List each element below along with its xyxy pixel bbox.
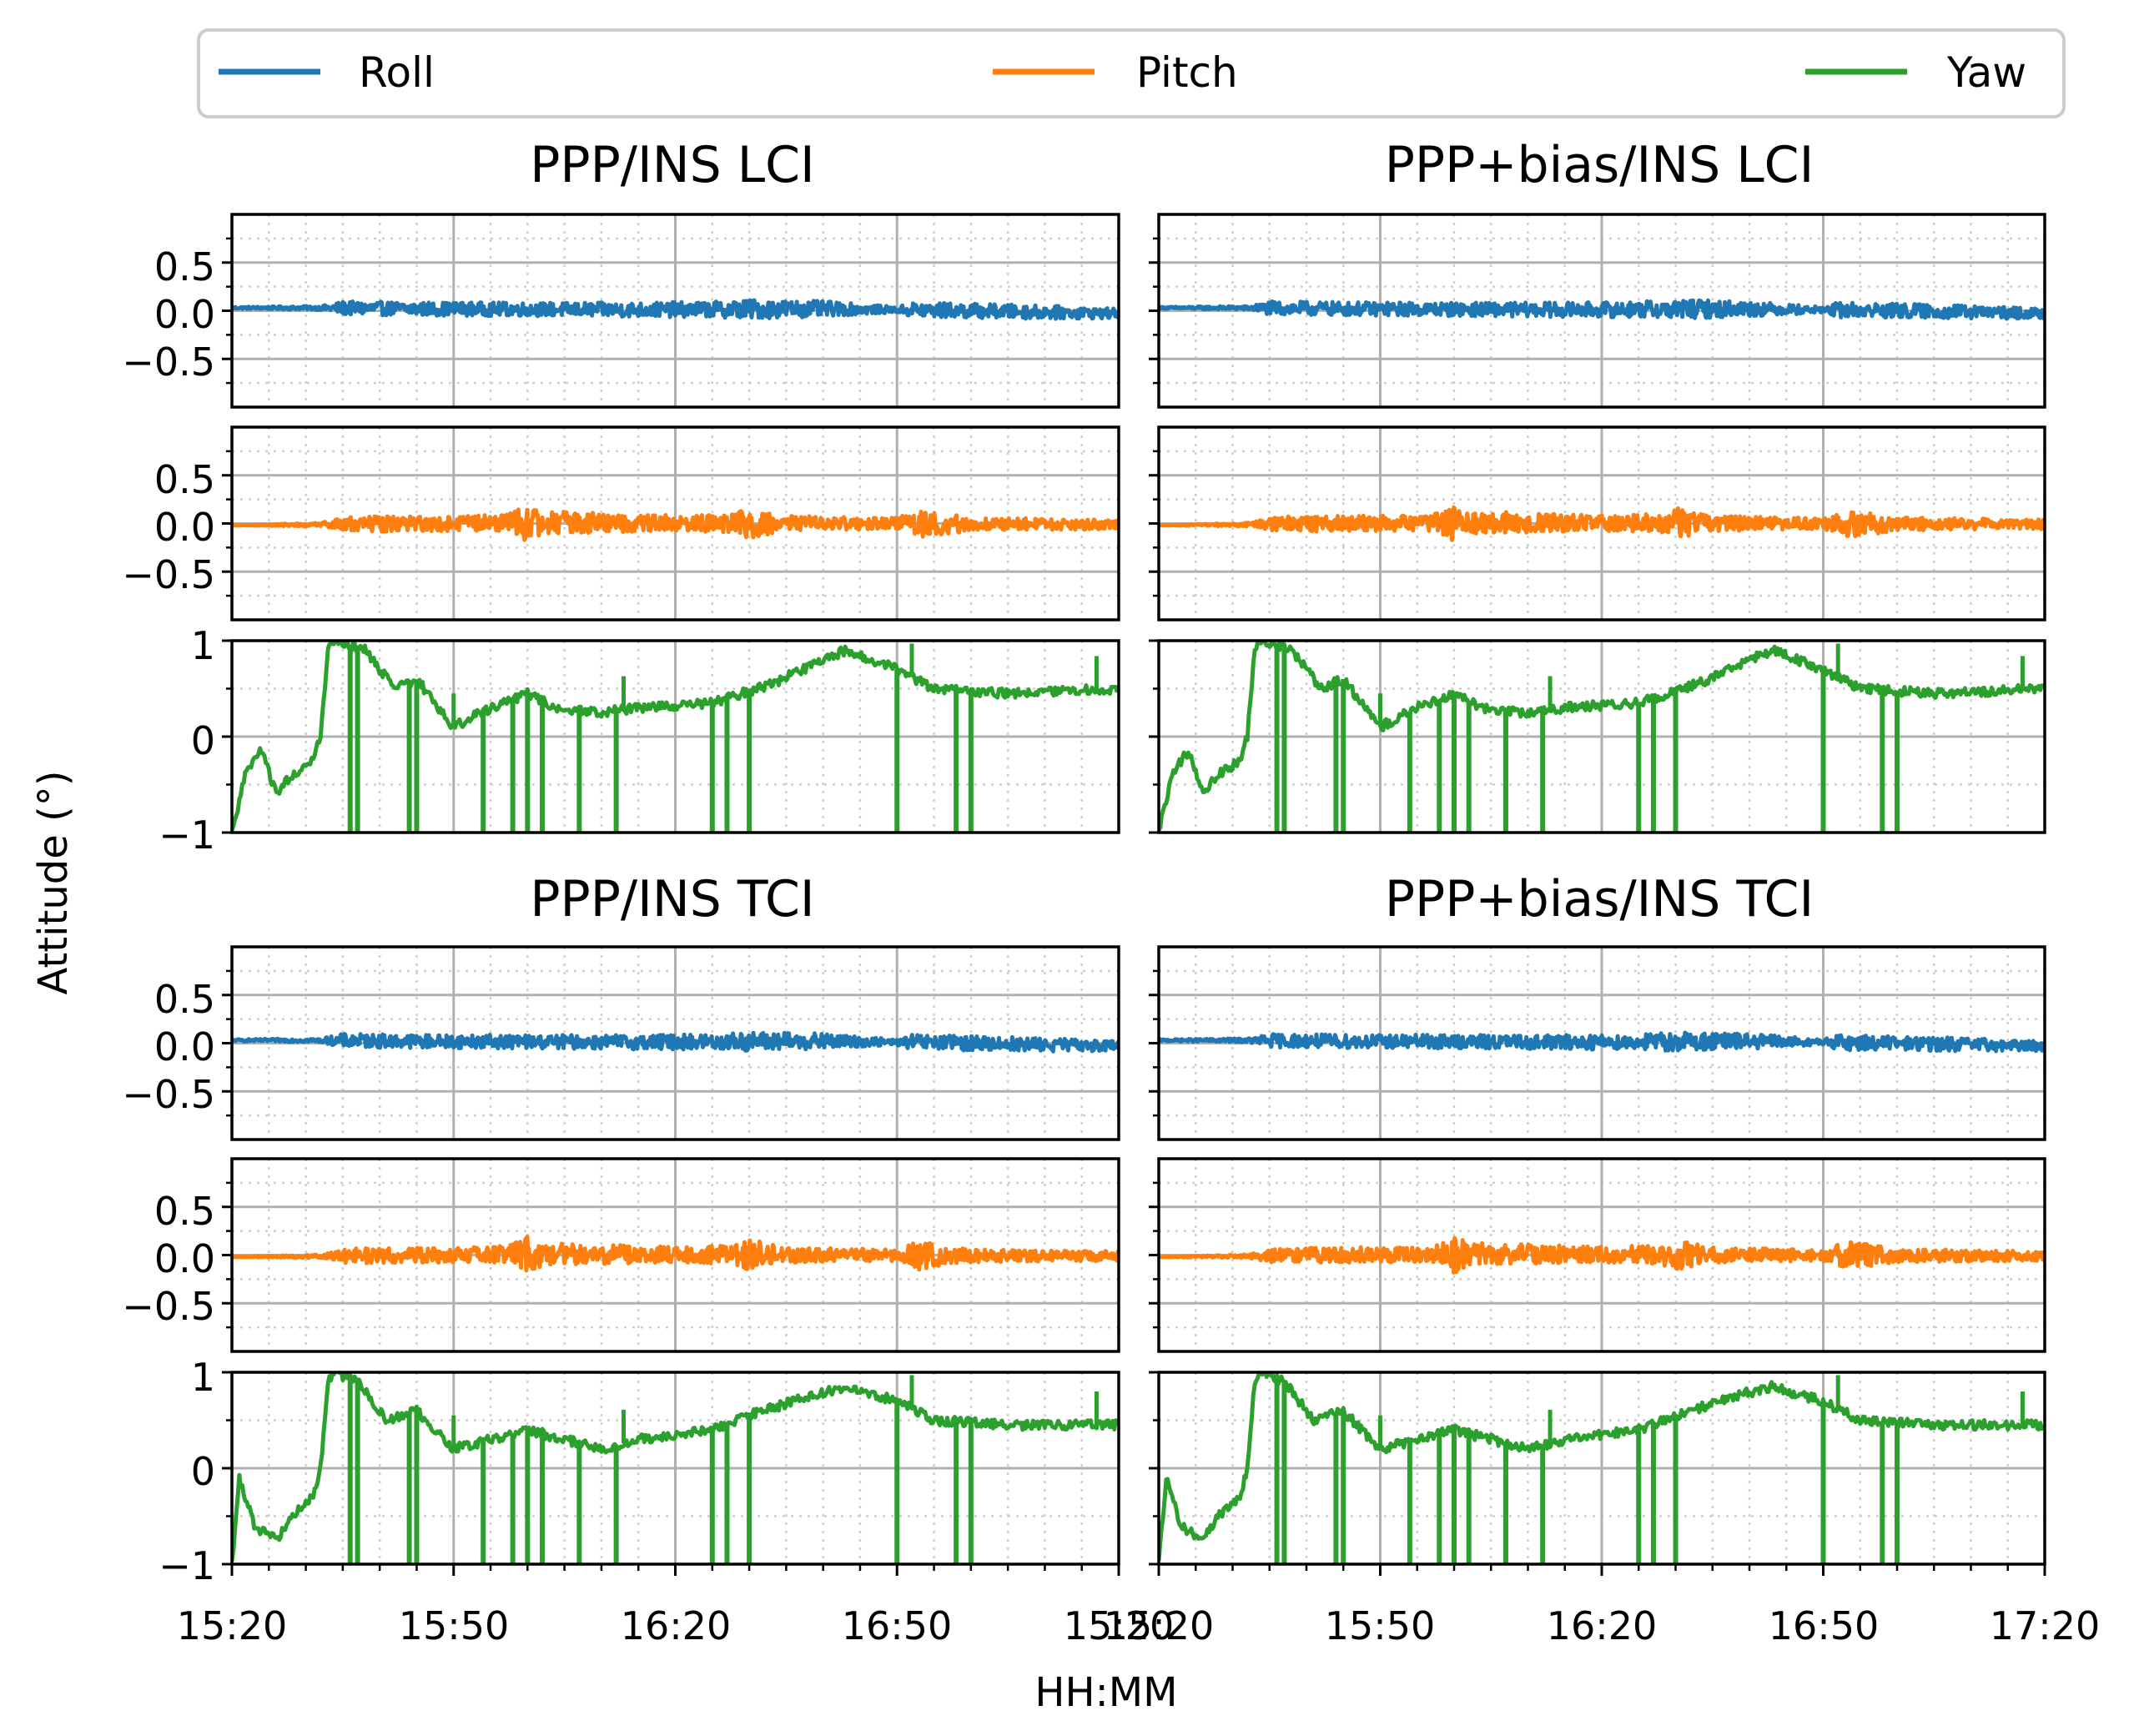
- axes-frame: [230, 945, 1120, 1141]
- series-roll-line: [232, 1030, 1119, 1054]
- axes-frame: [1157, 1157, 2046, 1353]
- legend: Roll Pitch Yaw: [197, 28, 2066, 118]
- y-tick-label: −0.5: [122, 1284, 215, 1329]
- axes-frame: [1157, 425, 2046, 621]
- x-tick-label: 15:50: [1325, 1603, 1436, 1648]
- legend-roll-label: Roll: [359, 48, 435, 97]
- axes-frame: [1157, 945, 2046, 1141]
- legend-yaw-label: Yaw: [1946, 48, 2026, 97]
- x-tick-labels-right: 15:20 15:50 16:20 16:50 17:20: [1104, 1603, 2101, 1648]
- legend-pitch-label: Pitch: [1136, 48, 1238, 97]
- series-pitch-line: [232, 1235, 1119, 1273]
- panel-title-ppp-ins-tci: PPP/INS TCI: [530, 870, 814, 928]
- x-tick-label: 16:50: [842, 1603, 953, 1648]
- y-tick-label: 0.0: [154, 505, 215, 550]
- axes-frame: [230, 639, 1120, 834]
- panel-title-ppp-bias-ins-tci: PPP+bias/INS TCI: [1385, 870, 1814, 928]
- x-tick-label: 16:20: [1547, 1603, 1658, 1648]
- series-pitch-line: [1159, 1235, 2045, 1275]
- y-tick-labels: 0.5 0.0 −0.5 0.5 0.0 −0.5 1 0 −1 0.5 0.0…: [122, 244, 215, 1588]
- x-tick-label: 15:50: [399, 1603, 510, 1648]
- y-tick-label: 0.5: [154, 244, 215, 289]
- y-tick-label: 1: [191, 623, 215, 668]
- subplot-pitch-1: [1149, 425, 2046, 621]
- y-tick-label: 0.0: [154, 1236, 215, 1281]
- y-tick-label: 0: [191, 1449, 215, 1494]
- series-roll-line: [1159, 1030, 2045, 1054]
- subplots: [222, 213, 2046, 1576]
- y-tick-label: −0.5: [122, 1072, 215, 1117]
- y-axis-label: Attitude (°): [30, 771, 77, 995]
- series-yaw-line: [1159, 1372, 2044, 1562]
- x-tick-labels-left: 15:20 15:50 16:20 16:50 15:20: [177, 1603, 1175, 1648]
- x-axis-label: HH:MM: [1034, 1669, 1177, 1716]
- subplot-pitch-2: [222, 1157, 1120, 1353]
- y-tick-label: −1: [159, 813, 215, 858]
- series-yaw-line: [232, 1372, 1119, 1562]
- axes-frame: [1157, 639, 2046, 834]
- x-tick-label: 15:20: [1064, 1603, 1175, 1648]
- x-tick-label: 15:20: [1104, 1603, 1215, 1648]
- axes-frame: [1157, 1371, 2046, 1566]
- subplot-yaw-3: [1149, 1371, 2046, 1576]
- subplot-pitch-3: [1149, 1157, 2046, 1353]
- y-tick-label: 0.5: [154, 1189, 215, 1234]
- x-tick-label: 16:20: [621, 1603, 732, 1648]
- x-tick-label: 16:50: [1769, 1603, 1880, 1648]
- subplot-roll-3: [1149, 945, 2046, 1141]
- y-tick-label: 1: [191, 1355, 215, 1400]
- subplot-roll-2: [222, 945, 1120, 1141]
- subplot-yaw-0: [222, 639, 1120, 834]
- y-tick-label: 0: [191, 718, 215, 763]
- x-tick-label: 17:20: [1990, 1603, 2101, 1648]
- y-tick-label: 0.0: [154, 1024, 215, 1069]
- subplot-pitch-0: [222, 425, 1120, 621]
- axes-frame: [230, 1371, 1120, 1566]
- y-tick-label: 0.0: [154, 292, 215, 337]
- series-roll-line: [232, 298, 1119, 321]
- axes-frame: [230, 213, 1120, 409]
- legend-frame: [197, 28, 2066, 118]
- panel-title-ppp-bias-ins-lci: PPP+bias/INS LCI: [1385, 136, 1814, 194]
- y-tick-label: −1: [159, 1543, 215, 1588]
- y-tick-label: 0.5: [154, 977, 215, 1022]
- subplot-roll-0: [222, 213, 1120, 409]
- subplot-yaw-2: [222, 1371, 1120, 1576]
- x-tick-label: 15:20: [177, 1603, 288, 1648]
- y-tick-label: 0.5: [154, 457, 215, 502]
- axes-frame: [1157, 213, 2046, 409]
- series-pitch-line: [232, 507, 1119, 542]
- y-tick-label: −0.5: [122, 552, 215, 597]
- panel-title-ppp-ins-lci: PPP/INS LCI: [530, 136, 815, 194]
- series-roll-line: [1159, 298, 2045, 321]
- subplot-yaw-1: [1149, 639, 2046, 834]
- axes-frame: [230, 1157, 1120, 1353]
- series-pitch-line: [1159, 505, 2045, 542]
- axes-frame: [230, 425, 1120, 621]
- y-tick-label: −0.5: [122, 340, 215, 385]
- subplot-roll-1: [1149, 213, 2046, 409]
